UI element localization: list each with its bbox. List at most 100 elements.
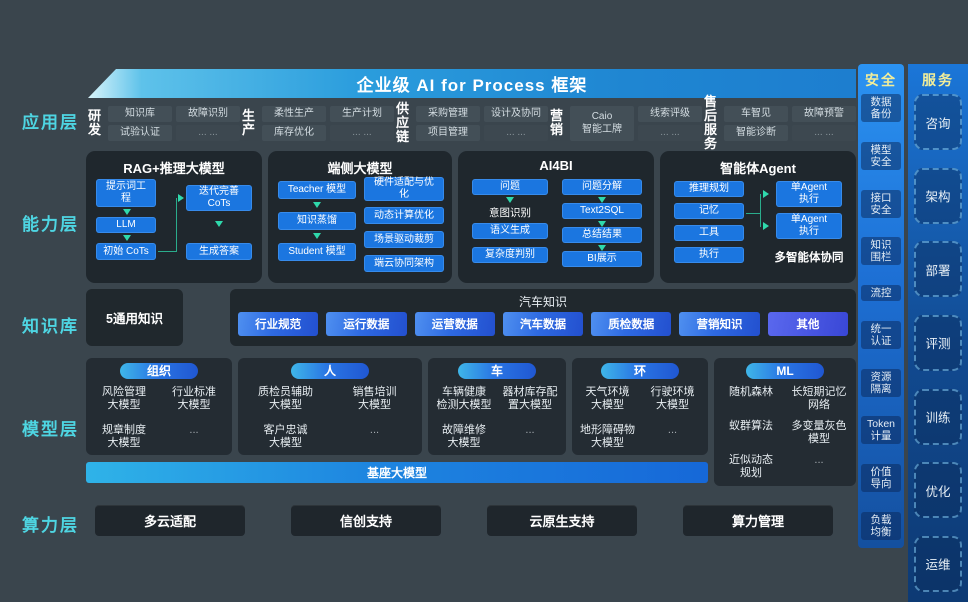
compute-management: 算力管理 — [683, 505, 833, 536]
arrow-down-icon — [313, 202, 321, 208]
services-items: 咨询 架构 部署 评测 训练 优化 运维 — [914, 94, 962, 592]
app-group-marketing: 营销 Caio 智能工牌 线索评级 ... ... — [548, 105, 702, 141]
security-title: 安全 — [865, 72, 897, 88]
app-group-name: 研发 — [87, 108, 101, 137]
node-hw-optimization: 硬件适配与优 化 — [364, 177, 444, 201]
compute-xinchuang: 信创支持 — [291, 505, 441, 536]
app-group-name: 供应 链 — [395, 101, 409, 144]
app-item: 试验认证 — [108, 124, 172, 141]
arrow-right-icon — [178, 194, 184, 202]
panel-title: RAG+推理大模型 — [123, 161, 225, 176]
base-model-bar: 基座大模型 — [86, 462, 708, 483]
node-teacher-model: Teacher 模型 — [278, 181, 356, 199]
node-generate-answer: 生成答案 — [186, 243, 252, 260]
service-architecture: 架构 — [914, 167, 962, 224]
arrow-right-icon — [763, 190, 769, 198]
model-item: 车辆健康 检测大模型 — [436, 386, 492, 411]
model-pill: 环 — [601, 363, 679, 379]
app-item: Caio 智能工牌 — [570, 105, 634, 141]
arrow-down-icon — [123, 209, 131, 215]
app-item: 采购管理 — [416, 105, 480, 122]
node-text2sql: Text2SQL — [562, 203, 642, 219]
service-deployment: 部署 — [914, 241, 962, 298]
panel-title: 端侧大模型 — [327, 161, 393, 176]
app-item: 库存优化 — [262, 124, 326, 141]
node-tools: 工具 — [674, 225, 744, 241]
model-item: 行业标准 大模型 — [172, 386, 216, 411]
model-pill: 组织 — [120, 363, 198, 379]
node-dynamic-compute: 动态计算优化 — [364, 207, 444, 224]
model-item: 销售培训 大模型 — [352, 386, 397, 411]
app-items: 车智见 故障预警 智能诊断 ... ... — [724, 105, 856, 141]
app-item: 柔性生产 — [262, 105, 326, 122]
node-memory: 记忆 — [674, 203, 744, 219]
app-group-name: 生产 — [241, 108, 255, 137]
security-item-knowledge-fence: 知识 围栏 — [861, 237, 901, 266]
app-item: 智能诊断 — [724, 124, 788, 141]
services-title: 服务 — [922, 72, 954, 88]
panel-agent: 智能体Agent 推理规划 记忆 工具 执行 单Agent 执行 单Agent … — [660, 151, 856, 283]
app-item-more: ... ... — [484, 124, 548, 141]
model-item: 规章制度 大模型 — [102, 424, 146, 449]
application-row: 研发 知识库 故障识别 试验认证 ... ... 生产 柔性生产 生产计划 库存… — [86, 95, 856, 151]
security-item-load-balancing: 负载 均衡 — [861, 511, 901, 540]
security-item-data-backup: 数据 备份 — [861, 94, 901, 122]
general-knowledge-box: 5通用知识 — [86, 289, 183, 346]
app-item: 知识库 — [108, 105, 172, 122]
model-item: 客户忠诚 大模型 — [263, 424, 308, 449]
app-group-supply-chain: 供应 链 采购管理 设计及协同 项目管理 ... ... — [394, 102, 548, 144]
chip-marketing-knowledge: 营销知识 — [679, 312, 760, 336]
chip-other: 其他 — [767, 312, 848, 336]
model-item-more: ... — [667, 424, 678, 436]
app-item-more: ... ... — [176, 124, 240, 141]
model-items: 天气环境 大模型 行驶环境 大模型 地形障碍物 大模型 ... — [576, 386, 704, 450]
node-execution: 执行 — [674, 247, 744, 263]
node-complexity-judgement: 复杂度判别 — [472, 247, 548, 263]
arrow-down-icon — [506, 197, 514, 203]
service-training: 训练 — [914, 388, 962, 445]
label-intent-recognition: 意图识别 — [489, 207, 531, 219]
security-item-api-security: 接口 安全 — [861, 189, 901, 218]
security-item-resource-isolation: 资源 隔离 — [861, 368, 901, 397]
node-initial-cots: 初始 CoTs — [96, 243, 156, 260]
model-item: 多变量灰色 模型 — [791, 420, 847, 445]
model-item: 行驶环境 大模型 — [650, 386, 695, 411]
app-item: 故障预警 — [792, 105, 856, 122]
knowledge-chips: 行业规范 运行数据 运营数据 汽车数据 质检数据 营销知识 其他 — [238, 312, 848, 336]
services-strip: 服务 咨询 架构 部署 评测 训练 优化 运维 — [908, 64, 968, 602]
model-item: 地形障碍物 大模型 — [580, 424, 635, 449]
service-operations: 运维 — [914, 535, 962, 592]
model-item: 器材库存配 置大模型 — [502, 386, 558, 411]
model-pill: 人 — [291, 363, 369, 379]
connector-line — [158, 251, 176, 252]
compute-cloudnative: 云原生支持 — [487, 505, 637, 536]
service-evaluation: 评测 — [914, 314, 962, 371]
model-panel-ml: ML 随机森林 长短期记忆 网络 蚁群算法 多变量灰色 模型 近似动态 规划 .… — [714, 358, 856, 486]
auto-knowledge-title: 汽车知识 — [518, 295, 567, 309]
connector-line — [760, 194, 761, 227]
model-item-more: ... — [189, 424, 199, 436]
security-strip: 安全 数据 备份 模型 安全 接口 安全 知识 围栏 流控 统一 认证 资源 隔… — [858, 64, 904, 548]
app-items: 采购管理 设计及协同 项目管理 ... ... — [416, 105, 548, 141]
service-consulting: 咨询 — [914, 94, 962, 150]
model-panel-organization: 组织 风险管理 大模型 行业标准 大模型 规章制度 大模型 ... — [86, 358, 232, 455]
panel-edge-model: 端侧大模型 Teacher 模型 知识蒸馏 Student 模型 硬件适配与优 … — [268, 151, 452, 283]
model-panel-environment: 环 天气环境 大模型 行驶环境 大模型 地形障碍物 大模型 ... — [572, 358, 708, 455]
app-item: 车智见 — [724, 105, 788, 122]
compute-multicloud: 多云适配 — [95, 505, 245, 536]
app-group-production: 生产 柔性生产 生产计划 库存优化 ... ... — [240, 105, 394, 141]
arrow-down-icon — [598, 197, 606, 203]
service-optimization: 优化 — [914, 462, 962, 519]
model-items: 风险管理 大模型 行业标准 大模型 规章制度 大模型 ... — [90, 386, 228, 450]
app-items: 柔性生产 生产计划 库存优化 ... ... — [262, 105, 394, 141]
node-student-model: Student 模型 — [278, 243, 356, 261]
connector-line — [176, 198, 177, 252]
node-question: 问题 — [472, 179, 548, 195]
panel-ai4bi: AI4BI 问题 意图识别 语义生成 复杂度判别 问题分解 Text2SQL 总… — [458, 151, 654, 283]
model-item-more: ... — [814, 454, 824, 466]
model-items: 车辆健康 检测大模型 器材库存配 置大模型 故障维修 大模型 ... — [432, 386, 562, 450]
model-item: 故障维修 大模型 — [442, 424, 486, 449]
model-item-more: ... — [525, 424, 535, 436]
security-items: 数据 备份 模型 安全 接口 安全 知识 围栏 流控 统一 认证 资源 隔离 T… — [861, 94, 901, 540]
